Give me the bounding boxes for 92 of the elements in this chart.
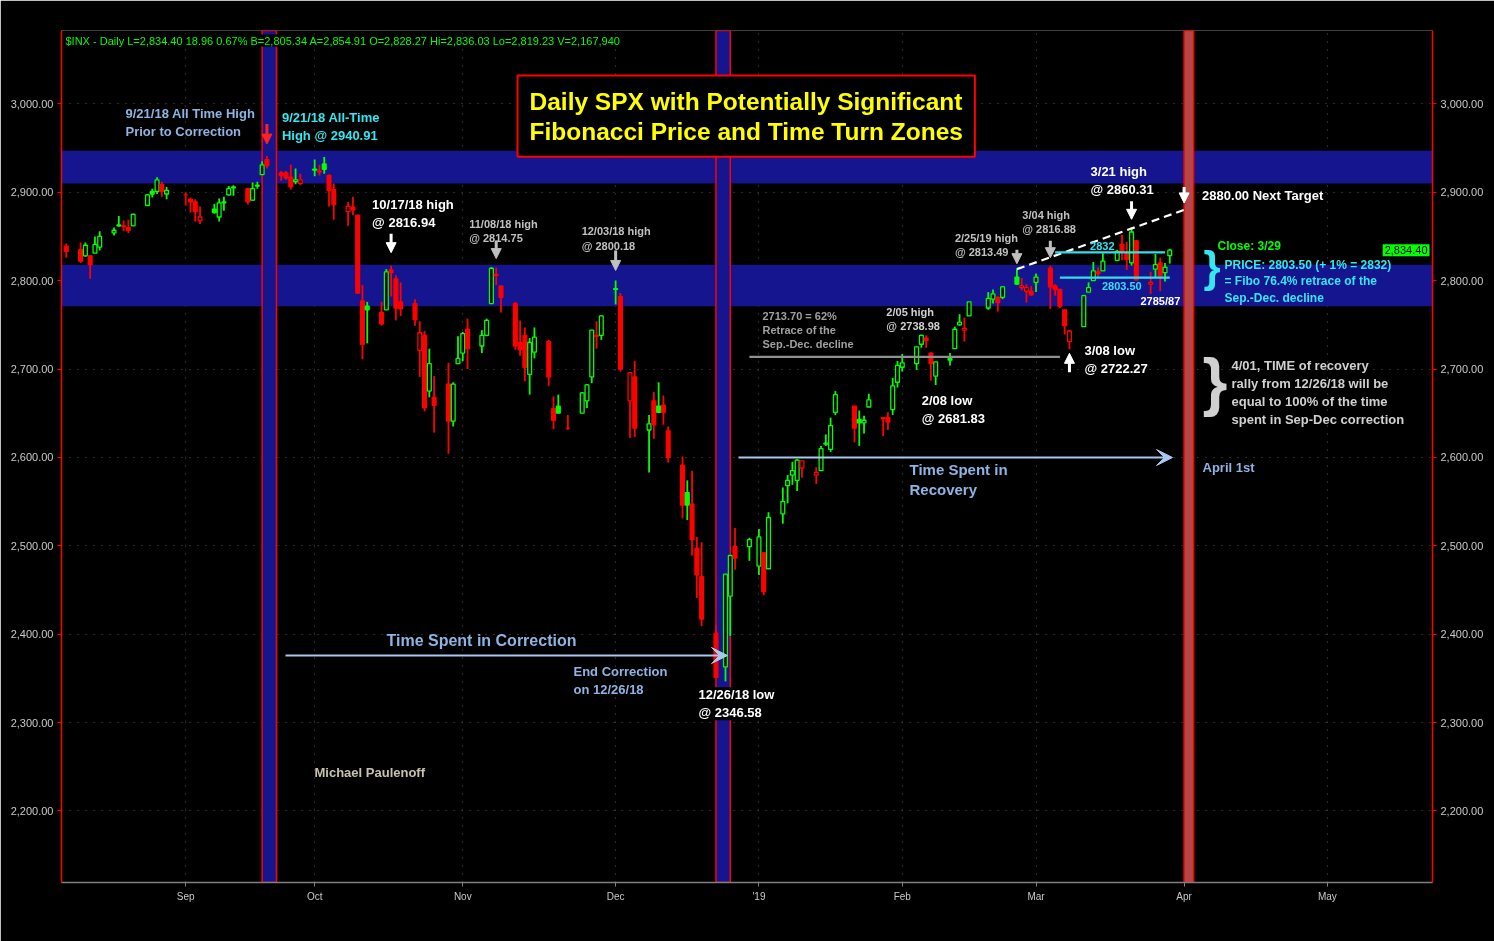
- x-tick-label: Mar: [1027, 890, 1046, 902]
- annotation: Close: 3/29: [1217, 238, 1282, 253]
- annotation: 11/08/18 high @ 2814.75: [469, 217, 538, 244]
- x-tick-label: Oct: [306, 890, 323, 902]
- candlestick: [87, 254, 93, 280]
- y-tick-label: 2,500.00: [10, 539, 54, 552]
- candlestick: [116, 215, 122, 228]
- x-tick-label: Dec: [606, 890, 625, 902]
- candlestick: [498, 285, 504, 314]
- candlestick: [312, 158, 318, 178]
- candlestick: [656, 381, 662, 415]
- candlestick: [1033, 272, 1039, 294]
- candlestick: [651, 391, 657, 440]
- annotation: End Correction on 12/26/18: [573, 663, 668, 697]
- annotation: Michael Paulenoff: [314, 764, 426, 780]
- candlestick: [794, 458, 800, 492]
- candlestick: [832, 390, 838, 416]
- x-tick-label: Sep: [176, 890, 196, 902]
- candlestick: [455, 335, 461, 365]
- annotation: Time Spent in Correction: [386, 631, 577, 649]
- text: Daily SPX with Potentially Significant Fibonacci Price and Time Turn Zones: [529, 87, 963, 145]
- annotation: 2/25/19 high @ 2813.49: [954, 231, 1019, 259]
- candlestick: [660, 394, 666, 426]
- y2-tick-label: 2,700.00: [1440, 363, 1484, 375]
- annotation: 12/26/18 low @ 2346.58: [698, 687, 776, 721]
- candlestick: [550, 395, 557, 430]
- candlestick: [851, 405, 858, 444]
- y-tick-label: 2,800.00: [10, 274, 54, 287]
- y-tick-label: 2,200.00: [10, 804, 54, 817]
- candlestick: [555, 393, 561, 415]
- candlestick: [1162, 262, 1168, 283]
- candlestick: [350, 195, 356, 217]
- candlestick: [78, 241, 84, 264]
- candlestick: [431, 375, 437, 434]
- candlestick: [464, 317, 471, 370]
- annotation: 12/03/18 high @ 2800.18: [581, 225, 651, 252]
- y2-tick-label: 2,800.00: [1440, 274, 1484, 287]
- annotation: 3/04 high @ 2816.88: [1022, 208, 1076, 236]
- candlestick: [952, 325, 958, 350]
- candlestick: [412, 298, 418, 327]
- y2-tick-label: 2,900.00: [1440, 186, 1484, 199]
- series-label: 2803.50: [1101, 279, 1142, 292]
- annotation: 2,834.40: [1384, 244, 1428, 257]
- candlestick: [613, 279, 619, 306]
- candlestick: [933, 361, 939, 386]
- candlestick: [646, 414, 652, 474]
- y-tick-label: 3,000.00: [10, 97, 54, 110]
- x-tick-label: Feb: [893, 890, 912, 902]
- annotation: 4/01, TIME of recovery rally from 12/26/18 will be equal to 100% of the time spent in Sep-Dec correction: [1231, 357, 1405, 427]
- y2-tick-label: 2,500.00: [1440, 539, 1484, 552]
- x-tick-label: Apr: [1176, 890, 1193, 902]
- candlestick: [780, 486, 786, 525]
- y-tick-label: 2,900.00: [10, 186, 54, 199]
- annotation: 2/05 high @ 2738.98: [886, 305, 940, 332]
- annotation: 3/08 low @ 2722.27: [1084, 343, 1148, 377]
- series-label: 2832: [1090, 240, 1115, 253]
- candlestick: [1066, 329, 1073, 351]
- y2-tick-label: 2,600.00: [1440, 451, 1484, 464]
- y2-tick-label: 2,400.00: [1440, 628, 1484, 641]
- candlestick: [1057, 288, 1063, 309]
- y-tick-label: 2,700.00: [10, 363, 54, 375]
- annotation: 9/21/18 All-Time High @ 2940.91: [281, 110, 380, 144]
- x-tick-label: '19: [752, 890, 766, 902]
- candlestick: [1152, 253, 1158, 278]
- candlestick: [1148, 270, 1154, 295]
- candlestick: [746, 536, 752, 562]
- y2-tick-label: 3,000.00: [1440, 97, 1484, 110]
- y-tick-label: 2,300.00: [10, 716, 54, 729]
- candlestick: [598, 314, 604, 341]
- annotation: 9/21/18 All Time High Prior to Correction: [125, 105, 255, 139]
- y-tick-label: 2,600.00: [10, 451, 54, 464]
- x-tick-label: Nov: [453, 890, 472, 902]
- candlestick: [818, 444, 824, 472]
- annotation: 2785/87: [1140, 294, 1181, 307]
- candlestick: [216, 197, 222, 223]
- candlestick: [684, 479, 690, 522]
- annotation: Time Spent in Recovery: [909, 460, 1008, 498]
- y2-tick-label: 2,300.00: [1440, 716, 1484, 729]
- y-tick-label: 2,400.00: [10, 628, 54, 641]
- annotation: 10/17/18 high @ 2816.94: [372, 196, 454, 230]
- annotation: April 1st: [1202, 459, 1256, 475]
- annotation: 3/21 high @ 2860.31: [1090, 164, 1154, 198]
- y2-tick-label: 2,200.00: [1440, 804, 1484, 817]
- candlestick: [379, 300, 385, 327]
- annotation: 2713.70 = 62% Retrace of the Sep.-Dec. decline: [762, 309, 854, 351]
- candlestick: [961, 316, 967, 343]
- annotation: PRICE: 2803.50 (+ 1% = 2832) = Fibo 76.4% retrace of the Sep.-Dec. decline: [1224, 257, 1392, 306]
- x-tick-label: May: [1317, 890, 1337, 902]
- annotation: $INX - Daily L=2,834.40 18.96 0.67% B=2,805.34 A=2,854.91 O=2,828.27 Hi=2,836.03 Lo=2,819.23 V=2,167,940: [65, 34, 620, 47]
- annotation: 2/08 low @ 2681.83: [921, 393, 985, 427]
- annotation: 2880.00 Next Target: [1202, 187, 1324, 203]
- annotation: }: [1202, 345, 1228, 418]
